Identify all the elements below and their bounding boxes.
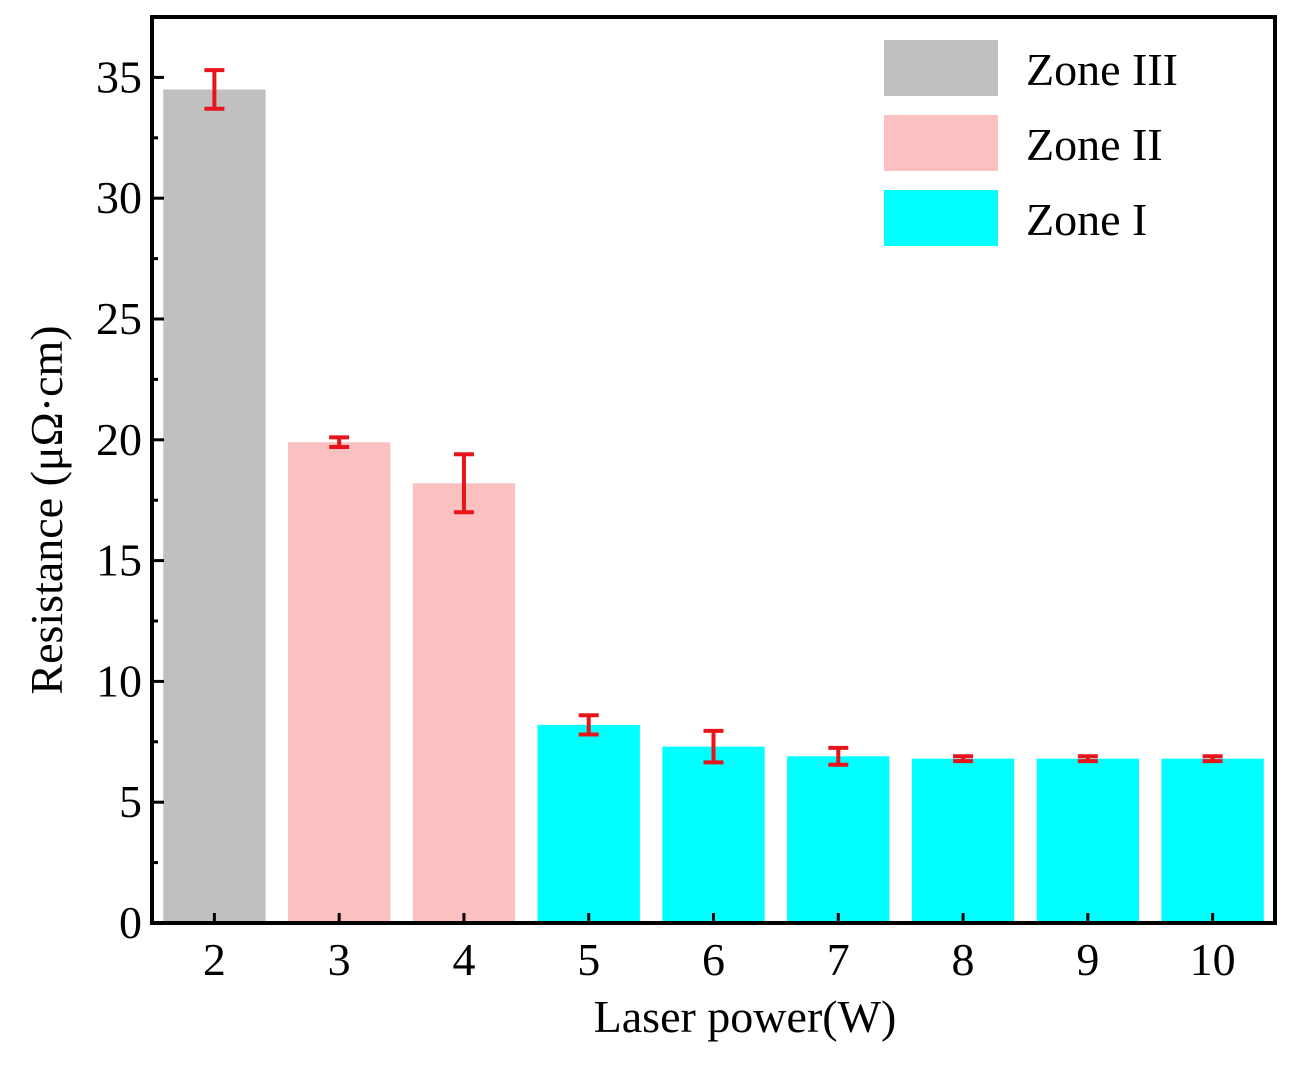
plot-frame xyxy=(150,15,1277,925)
legend-label-zone-iii: Zone III xyxy=(1026,44,1178,95)
y-tick-label-25: 25 xyxy=(96,293,142,344)
y-tick-label-20: 20 xyxy=(96,414,142,465)
legend-swatch-zone-i xyxy=(884,190,998,246)
bar-3 xyxy=(288,442,391,923)
error-bar-2 xyxy=(204,68,225,111)
error-bar-8 xyxy=(953,754,974,764)
x-tick-label-3: 3 xyxy=(328,934,351,985)
y-tick-label-10: 10 xyxy=(96,655,142,706)
axes xyxy=(150,15,1277,925)
y-tick-label-5: 5 xyxy=(119,776,142,827)
error-bar-4 xyxy=(453,452,474,515)
bar-9 xyxy=(1036,758,1139,923)
bar-7 xyxy=(787,756,890,923)
x-tick-label-6: 6 xyxy=(702,934,725,985)
error-bar-6 xyxy=(703,728,724,765)
x-tick-label-4: 4 xyxy=(452,934,475,985)
bar-10 xyxy=(1161,758,1264,923)
bar-8 xyxy=(911,758,1015,923)
error-bar-5 xyxy=(578,713,599,737)
bar-6 xyxy=(662,746,765,923)
legend: Zone III Zone II Zone I xyxy=(884,40,1178,246)
legend-swatch-zone-ii xyxy=(884,115,998,171)
x-tick-label-8: 8 xyxy=(952,934,975,985)
y-tick-label-30: 30 xyxy=(96,172,142,223)
error-bar-10 xyxy=(1202,754,1223,764)
x-tick-label-10: 10 xyxy=(1190,934,1236,985)
legend-label-zone-ii: Zone II xyxy=(1026,119,1163,170)
error-bar-3 xyxy=(329,435,350,450)
error-bars-layer xyxy=(204,68,1223,767)
y-tick-label-15: 15 xyxy=(96,535,142,586)
error-bar-9 xyxy=(1077,754,1098,764)
tick-labels: 2 3 4 5 6 7 8 9 10 0 5 10 15 20 25 30 35 xyxy=(96,51,1236,985)
bar-5 xyxy=(537,724,640,923)
bar-2 xyxy=(163,89,266,924)
y-axis-label: Resistance (μΩ·cm) xyxy=(21,325,72,694)
error-bar-7 xyxy=(828,745,849,767)
x-axis-label: Laser power(W) xyxy=(594,991,897,1042)
y-tick-label-35: 35 xyxy=(96,51,142,102)
x-tick-label-5: 5 xyxy=(577,934,600,985)
x-tick-label-9: 9 xyxy=(1076,934,1099,985)
legend-label-zone-i: Zone I xyxy=(1026,194,1147,245)
bars-layer xyxy=(163,89,1264,924)
x-tick-label-7: 7 xyxy=(827,934,850,985)
x-tick-label-2: 2 xyxy=(203,934,226,985)
legend-swatch-zone-iii xyxy=(884,40,998,96)
bar-4 xyxy=(412,483,516,923)
y-tick-label-0: 0 xyxy=(119,897,142,948)
